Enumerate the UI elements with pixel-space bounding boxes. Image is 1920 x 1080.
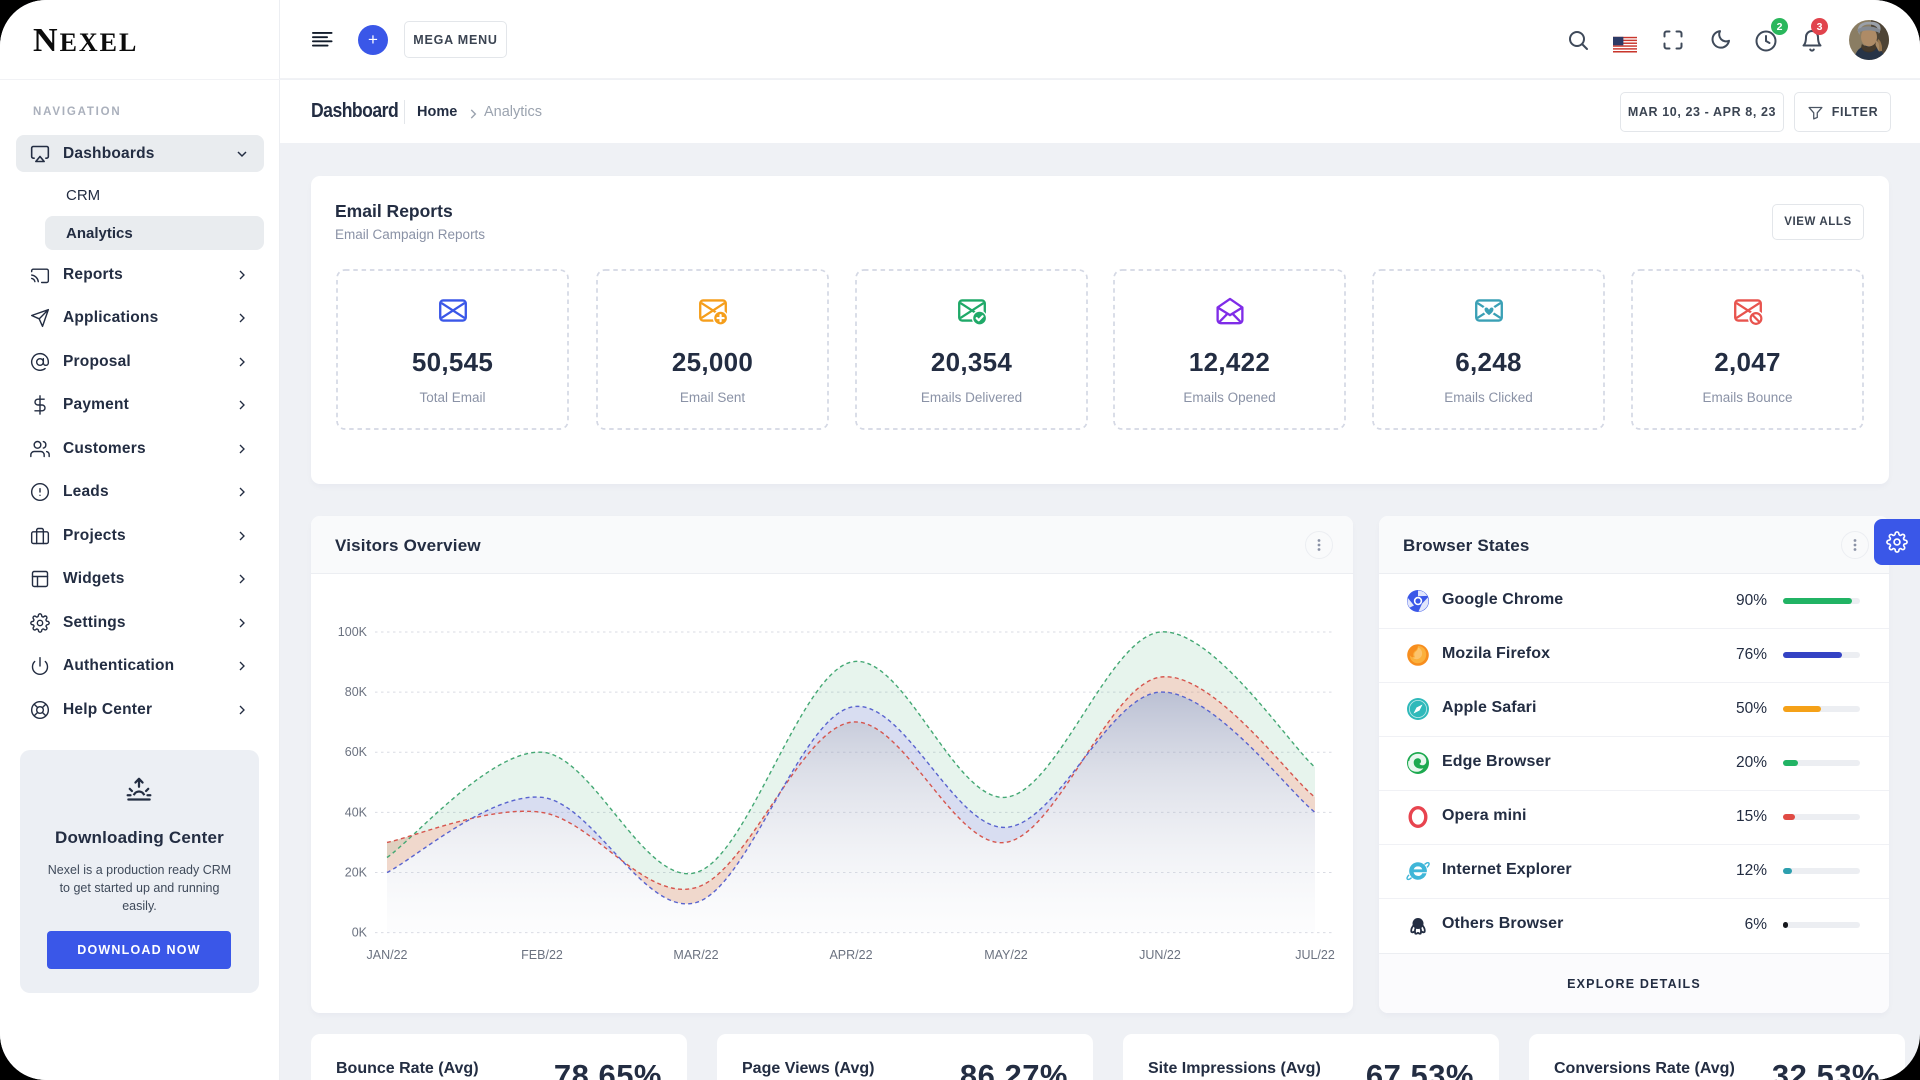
svg-text:MAR/22: MAR/22: [673, 948, 718, 962]
svg-text:MAY/22: MAY/22: [984, 948, 1028, 962]
svg-text:JUL/22: JUL/22: [1295, 948, 1335, 962]
svg-text:100K: 100K: [338, 625, 368, 639]
svg-text:JUN/22: JUN/22: [1139, 948, 1181, 962]
svg-text:60K: 60K: [345, 745, 368, 759]
svg-text:FEB/22: FEB/22: [521, 948, 563, 962]
svg-text:JAN/22: JAN/22: [367, 948, 408, 962]
svg-text:APR/22: APR/22: [829, 948, 872, 962]
svg-text:80K: 80K: [345, 685, 368, 699]
svg-text:40K: 40K: [345, 805, 368, 819]
svg-text:0K: 0K: [352, 926, 368, 940]
svg-text:20K: 20K: [345, 866, 368, 880]
